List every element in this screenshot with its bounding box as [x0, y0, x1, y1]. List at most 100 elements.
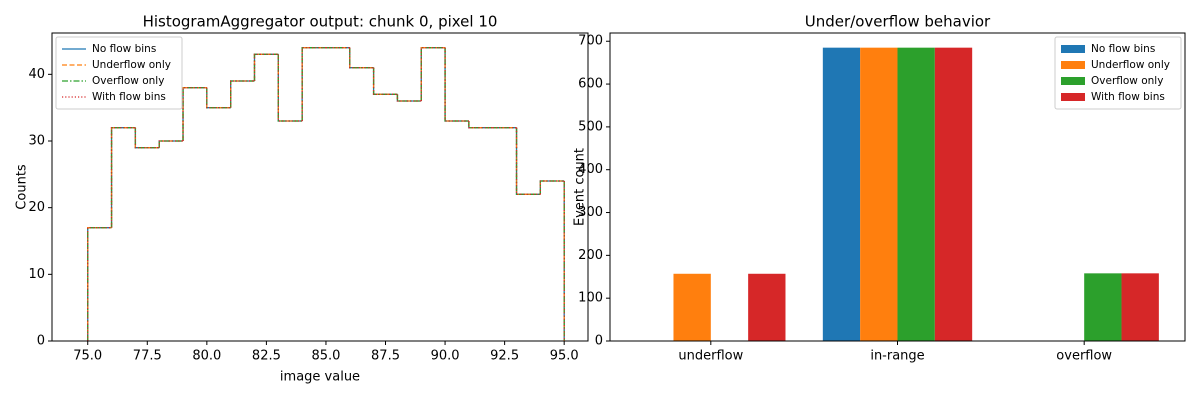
histogram-step: [420, 47, 446, 101]
x-tick-label: 85.0: [311, 349, 340, 364]
legend-label: No flow bins: [92, 43, 156, 55]
histogram-step: [468, 121, 493, 129]
histogram-step: [110, 127, 136, 228]
histogram-step: [444, 47, 469, 122]
histogram-step: [134, 127, 160, 149]
legend: No flow bins Underflow only Overflow only W…: [1054, 36, 1182, 110]
x-tick-label: 77.5: [133, 349, 162, 364]
legend-label: Underflow only: [92, 59, 171, 71]
legend-label: Underflow only: [1091, 59, 1170, 71]
histogram-step: [206, 87, 231, 109]
histogram-step: [87, 227, 112, 341]
y-tick-label: 100: [578, 291, 603, 306]
histogram-step: [396, 94, 422, 102]
histogram-step: [444, 47, 469, 122]
x-tick-label: 92.5: [490, 349, 519, 364]
legend-swatch: [1061, 61, 1085, 69]
y-tick-label: 20: [28, 200, 45, 215]
plot-area: [673, 47, 1159, 342]
histogram-step: [87, 227, 112, 341]
histogram-step: [87, 227, 112, 341]
histogram-step: [372, 67, 398, 95]
histogram-step: [396, 94, 422, 102]
y-tick-label: 30: [28, 134, 45, 149]
histogram-step: [182, 87, 207, 141]
histogram-step: [253, 53, 279, 81]
legend-swatch: [1061, 93, 1085, 101]
x-tick-label: 95.0: [550, 349, 579, 364]
histogram-step: [301, 47, 326, 121]
x-tick-label: underflow: [678, 349, 743, 364]
histogram-step: [515, 127, 541, 195]
histogram-step: [206, 87, 231, 109]
legend: No flow bins Underflow only Overflow only W…: [55, 36, 183, 110]
histogram-step: [468, 121, 493, 129]
legend-frame: [1054, 36, 1182, 110]
legend-frame: [55, 36, 183, 110]
y-tick-label: 500: [578, 119, 603, 134]
axes-frame: [51, 32, 589, 342]
legend-label: With flow bins: [92, 91, 166, 103]
y-tick-label: 40: [28, 67, 45, 82]
histogram-step: [468, 121, 493, 129]
histogram-step: [110, 127, 136, 228]
legend-label: Overflow only: [92, 75, 164, 87]
legend-label: Overflow only: [1091, 75, 1163, 87]
legend-swatch: [1061, 45, 1085, 53]
histogram-step: [420, 47, 446, 101]
histogram-step: [277, 54, 303, 122]
histogram-step: [349, 47, 374, 69]
x-tick-label: 82.5: [252, 349, 281, 364]
histogram-step: [182, 87, 207, 141]
histogram-step: [349, 47, 374, 69]
histogram-step: [277, 54, 303, 122]
histogram-step: [134, 127, 160, 149]
histogram-step: [539, 180, 565, 195]
histogram-step: [301, 47, 326, 121]
histogram-step: [134, 127, 160, 149]
histogram-step: [110, 127, 136, 228]
histogram-step: [87, 227, 112, 341]
y-tick-label: 400: [578, 162, 603, 177]
histogram-step: [253, 53, 279, 81]
histogram-step: [206, 87, 231, 109]
x-tick-label: overflow: [1056, 349, 1112, 364]
histogram-step: [539, 180, 565, 195]
histogram-step: [372, 67, 398, 95]
x-tick-label: 87.5: [371, 349, 400, 364]
histogram-step: [206, 87, 231, 109]
histogram-step: [182, 87, 207, 141]
legend-swatch: [1061, 77, 1085, 85]
bar: [1121, 273, 1159, 341]
histogram-step: [420, 47, 446, 101]
histogram-step: [277, 54, 303, 122]
histogram-step: [349, 47, 374, 69]
x-tick-label: 90.0: [431, 349, 460, 364]
chart-title: Under/overflow behavior: [805, 13, 991, 31]
y-tick-label: 300: [578, 205, 603, 220]
histogram-step: [110, 127, 136, 228]
histogram-step: [515, 127, 541, 195]
histogram-step: [420, 47, 446, 101]
histogram-step: [158, 140, 184, 148]
y-tick-label: 700: [578, 34, 603, 49]
bar: [934, 47, 973, 342]
y-axis-label: Event count: [573, 148, 588, 226]
histogram-step: [539, 180, 565, 195]
histogram-step: [372, 67, 398, 95]
histogram-step: [396, 94, 422, 102]
histogram-step: [158, 140, 184, 148]
bar: [1084, 273, 1122, 341]
histogram-step: [230, 80, 255, 108]
histogram-step: [468, 121, 493, 129]
legend-label: With flow bins: [1091, 91, 1165, 103]
x-tick-label: 80.0: [192, 349, 221, 364]
x-axis-label: image value: [280, 370, 360, 385]
bar: [822, 47, 861, 342]
histogram-step: [444, 47, 469, 122]
histogram-step: [158, 140, 184, 148]
chart-title: HistogramAggregator output: chunk 0, pix…: [143, 13, 498, 31]
histogram-step: [539, 180, 565, 195]
histogram-step: [158, 140, 184, 148]
